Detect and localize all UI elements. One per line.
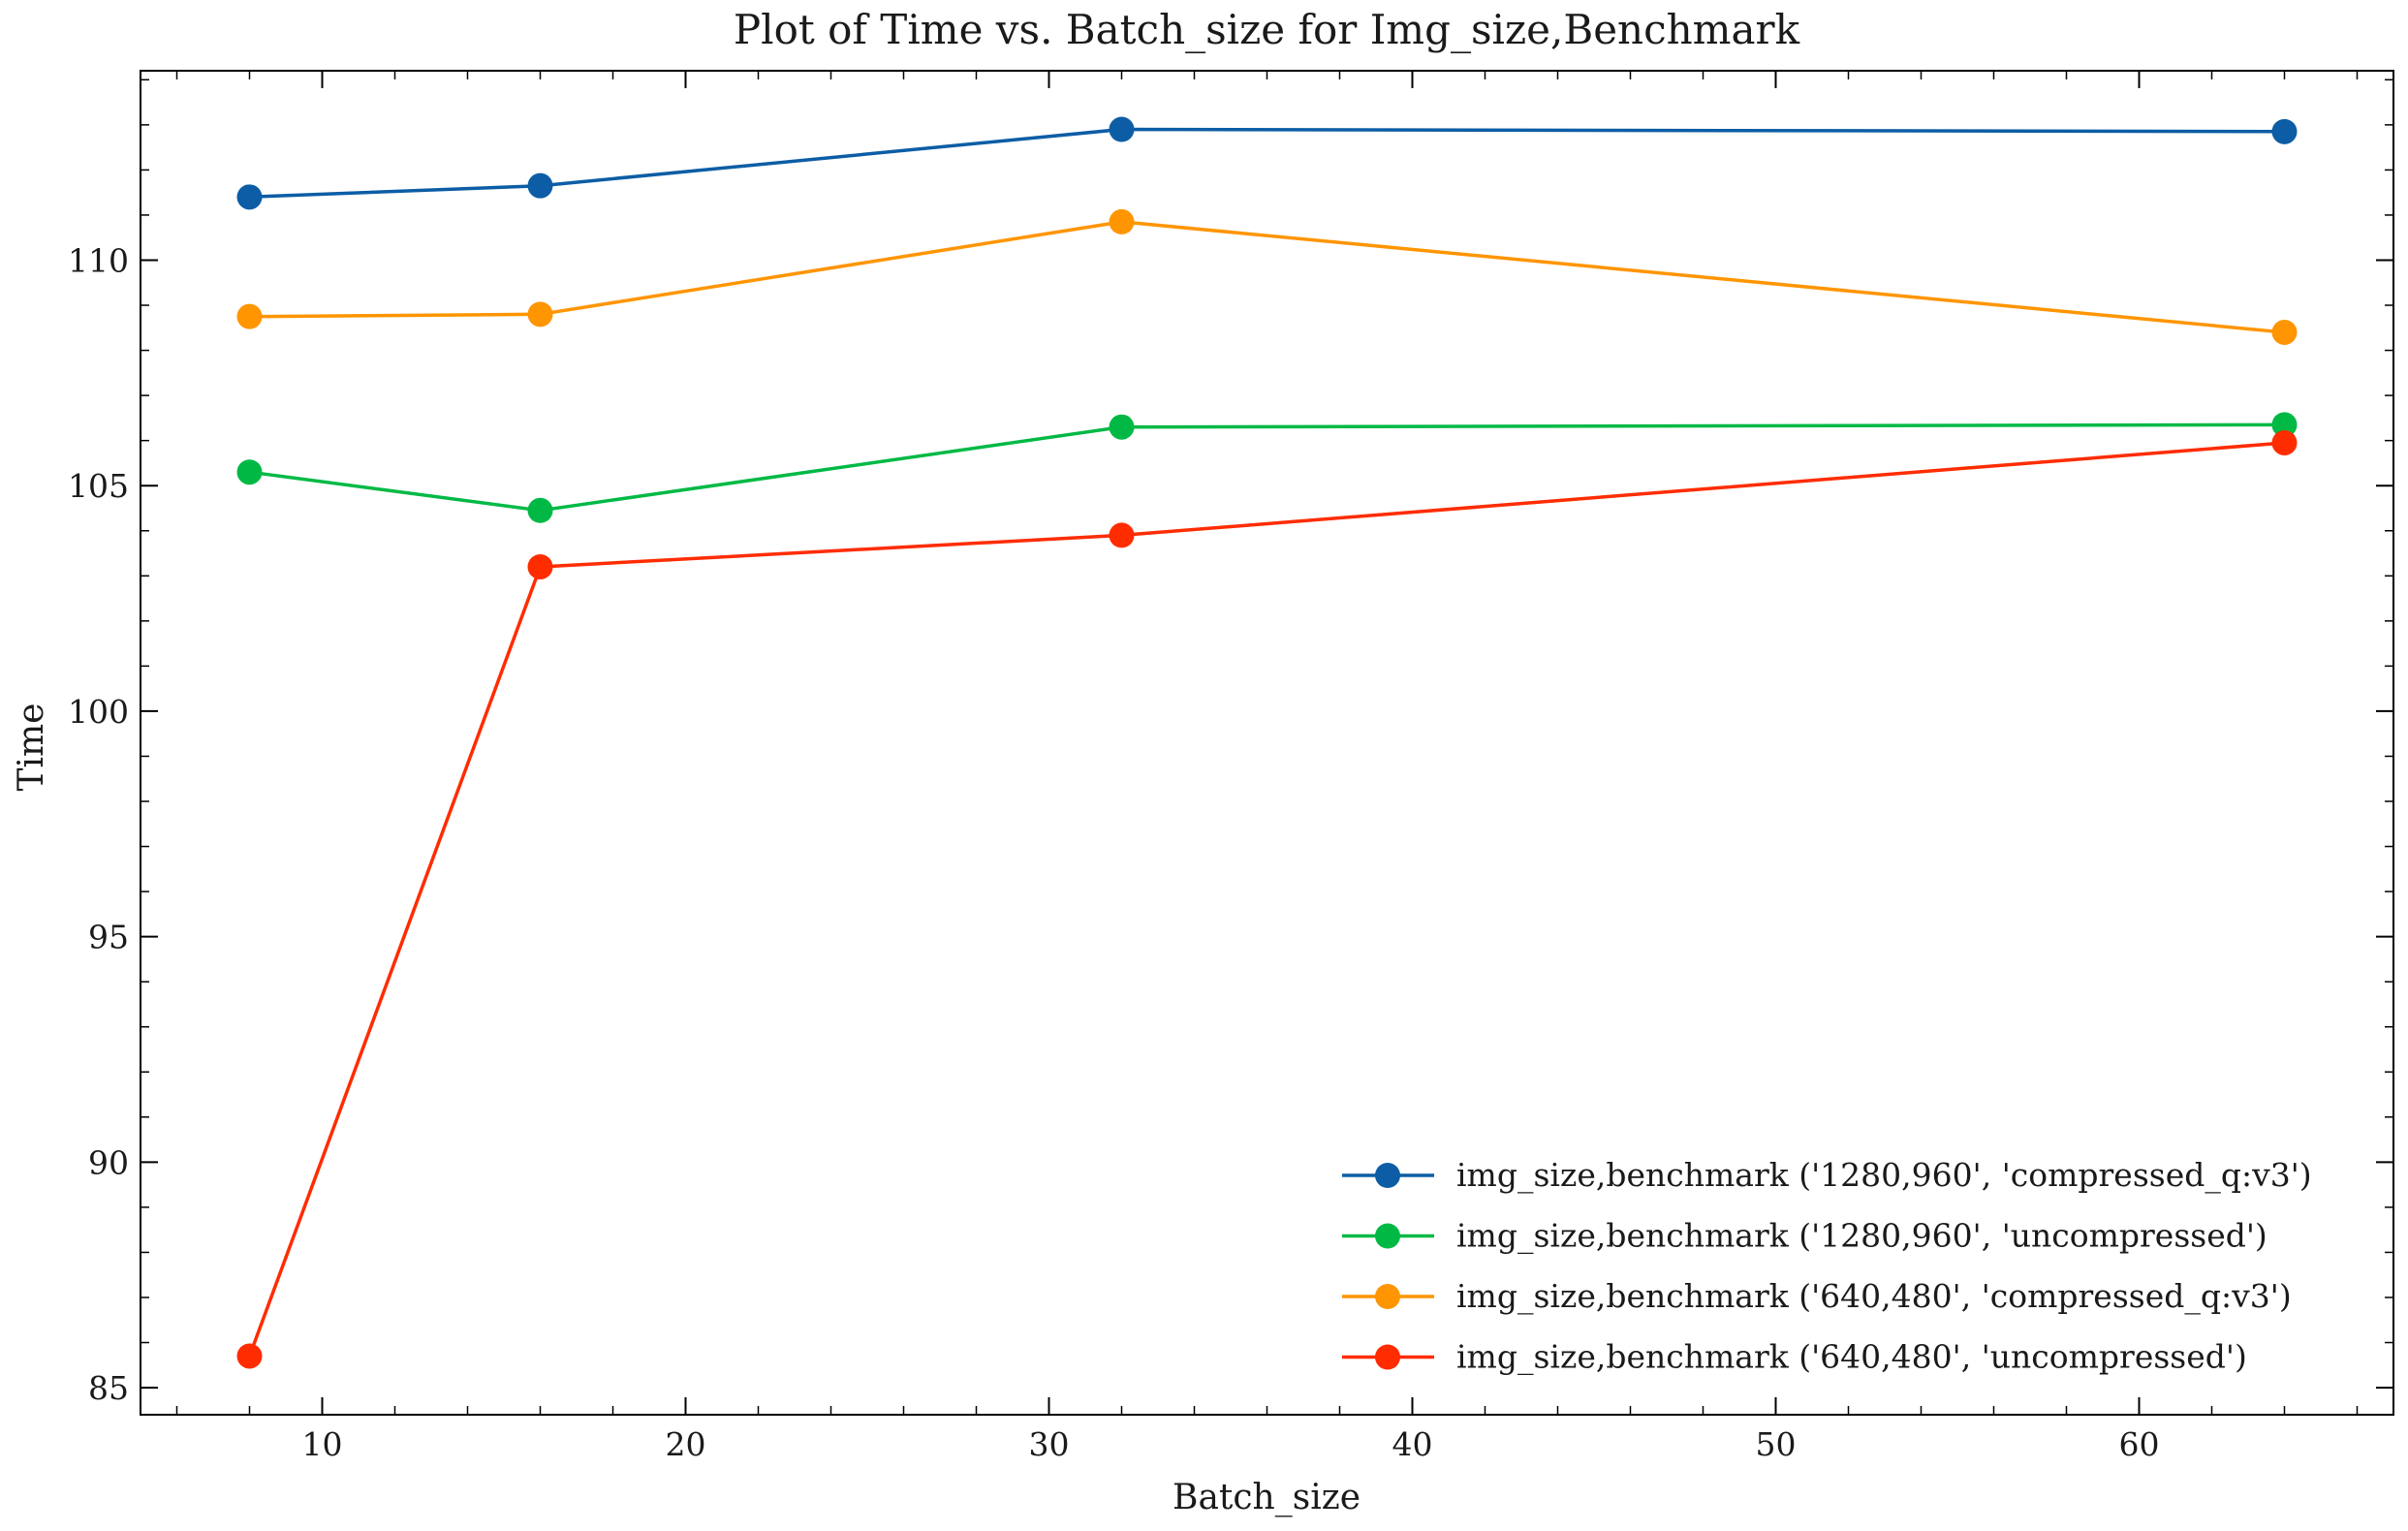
data-point [236, 303, 263, 329]
plot-frame [140, 70, 2394, 1416]
legend-marker [1375, 1344, 1400, 1370]
series-line-0 [249, 127, 2285, 200]
legend-marker [1375, 1223, 1400, 1249]
y-tick-label: 100 [68, 693, 129, 731]
y-tick-label: 105 [68, 467, 129, 505]
data-point [236, 184, 263, 210]
legend: img_size,benchmark ('1280,960', 'compres… [1342, 1156, 2312, 1377]
y-tick-label: 95 [88, 919, 129, 956]
data-point [1109, 208, 1135, 234]
data-point [2271, 412, 2298, 438]
series-line-2 [249, 220, 2285, 334]
data-point [1109, 522, 1135, 548]
x-tick-label: 20 [666, 1425, 706, 1463]
series-line-3 [247, 441, 2285, 1358]
legend-entry: img_size,benchmark ('640,480', 'compress… [1456, 1277, 2292, 1316]
y-tick-label: 110 [68, 241, 129, 279]
x-tick-label: 40 [1392, 1425, 1433, 1463]
data-point [527, 172, 553, 199]
data-point [2271, 319, 2298, 345]
data-point [527, 553, 553, 579]
x-tick-label: 30 [1029, 1425, 1070, 1463]
legend-entry: img_size,benchmark ('1280,960', 'uncompr… [1456, 1217, 2267, 1256]
data-point [236, 1343, 263, 1369]
chart-title: Plot of Time vs. Batch_size for Img_size… [734, 6, 1800, 53]
legend-marker [1375, 1284, 1400, 1309]
y-tick-label: 90 [88, 1143, 129, 1181]
series-line-1 [249, 422, 2285, 513]
data-point [236, 459, 263, 485]
x-tick-label: 60 [2119, 1425, 2160, 1463]
data-point [527, 497, 553, 523]
plot-area: 10 20 30 40 50 60 85 90 95 100 105 110 [68, 70, 2394, 1463]
legend-marker [1375, 1163, 1400, 1188]
x-tick-label: 50 [1756, 1425, 1797, 1463]
y-axis-label: Time [12, 703, 51, 792]
legend-entry: img_size,benchmark ('1280,960', 'compres… [1456, 1156, 2312, 1195]
y-tick-label: 85 [88, 1369, 129, 1407]
x-tick-label: 10 [302, 1425, 343, 1463]
legend-entry: img_size,benchmark ('640,480', 'uncompre… [1456, 1338, 2247, 1377]
data-point [1109, 116, 1135, 142]
data-point [1109, 414, 1135, 440]
data-point [2271, 429, 2298, 455]
data-point [527, 301, 553, 328]
data-point [2271, 118, 2298, 144]
x-axis-label: Batch_size [1173, 1478, 1360, 1517]
